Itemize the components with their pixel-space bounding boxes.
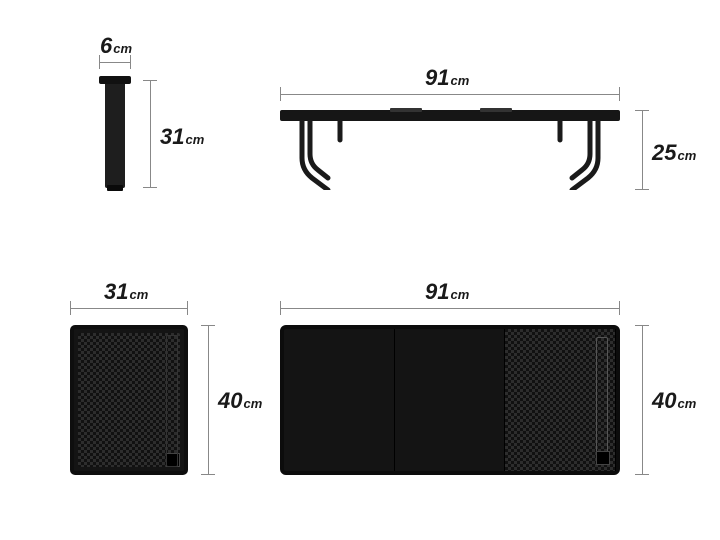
tabletop-panel-3-mesh <box>505 329 616 471</box>
table-leg-right <box>556 120 602 190</box>
folded-profile-view <box>105 80 125 188</box>
dim-line-foldedtop-width <box>70 308 188 309</box>
dim-foldedtop-depth: 40cm <box>218 388 262 414</box>
side-elevation-view <box>280 110 620 190</box>
dim-unit: cm <box>677 396 696 411</box>
folded-top-view <box>70 325 188 475</box>
open-top-view <box>280 325 620 475</box>
dim-line-folded-width <box>99 62 131 63</box>
brand-badge <box>166 453 180 467</box>
dim-value: 6 <box>100 33 112 58</box>
dim-line-opentop-length <box>280 308 620 309</box>
table-leg-left <box>298 120 344 190</box>
dim-opentop-depth: 40cm <box>652 388 696 414</box>
dim-opentop-length: 91cm <box>425 279 469 305</box>
tabletop-panel-2 <box>395 329 506 471</box>
dim-folded-height: 31cm <box>160 124 204 150</box>
mesh-surface <box>78 333 180 467</box>
dim-unit: cm <box>129 287 148 302</box>
dim-side-height: 25cm <box>652 140 696 166</box>
dim-value: 40 <box>652 388 676 413</box>
dim-line-side-length <box>280 94 620 95</box>
dim-value: 25 <box>652 140 676 165</box>
dim-value: 31 <box>104 279 128 304</box>
dim-unit: cm <box>113 41 132 56</box>
dim-folded-width: 6cm <box>100 33 132 59</box>
dim-unit: cm <box>677 148 696 163</box>
dim-line-opentop-depth <box>642 325 643 475</box>
dim-unit: cm <box>185 132 204 147</box>
dim-unit: cm <box>450 287 469 302</box>
dim-line-side-height <box>642 110 643 190</box>
dim-value: 31 <box>160 124 184 149</box>
dim-value: 91 <box>425 65 449 90</box>
brand-badge <box>596 451 610 465</box>
dim-unit: cm <box>450 73 469 88</box>
dim-value: 91 <box>425 279 449 304</box>
dim-line-foldedtop-depth <box>208 325 209 475</box>
dim-unit: cm <box>243 396 262 411</box>
dim-side-length: 91cm <box>425 65 469 91</box>
tabletop-panel-1 <box>284 329 395 471</box>
dim-foldedtop-width: 31cm <box>104 279 148 305</box>
dim-value: 40 <box>218 388 242 413</box>
dim-line-folded-height <box>150 80 151 188</box>
